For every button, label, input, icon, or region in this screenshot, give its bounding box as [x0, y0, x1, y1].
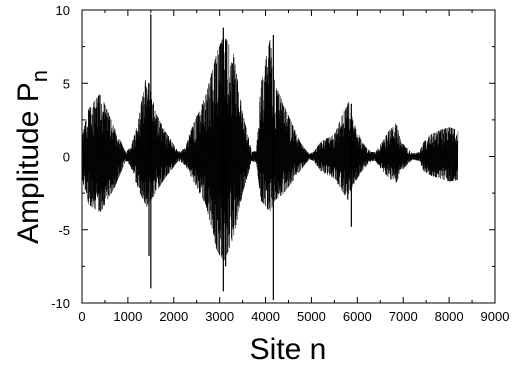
y-tick-label: 5: [63, 76, 70, 91]
x-tick-label: 7000: [389, 309, 418, 324]
x-tick-label: 5000: [297, 309, 326, 324]
y-axis-label-main: Amplitude P: [12, 82, 45, 244]
x-tick-label: 3000: [205, 309, 234, 324]
y-tick-label: -5: [58, 223, 70, 238]
x-axis-label: Site n: [250, 333, 327, 366]
axis-ticks: [81, 9, 496, 304]
x-tick-label: 9000: [481, 309, 510, 324]
x-tick-label: 0: [78, 309, 85, 324]
y-axis-label: Amplitude Pn: [12, 70, 52, 244]
y-tick-label: -10: [51, 296, 70, 311]
y-axis-label-subscript: n: [27, 70, 52, 82]
x-tick-label: 4000: [251, 309, 280, 324]
x-tick-label: 8000: [435, 309, 464, 324]
y-tick-label: 10: [56, 3, 70, 18]
x-tick-label: 6000: [343, 309, 372, 324]
amplitude-series-line: [81, 37, 459, 261]
x-tick-label: 2000: [159, 309, 188, 324]
tick-labels: 0 1000 2000 3000 4000 5000 6000 7000 8000 9000 -10…: [51, 3, 509, 324]
y-tick-label: 0: [63, 150, 70, 165]
x-tick-label: 1000: [113, 309, 142, 324]
